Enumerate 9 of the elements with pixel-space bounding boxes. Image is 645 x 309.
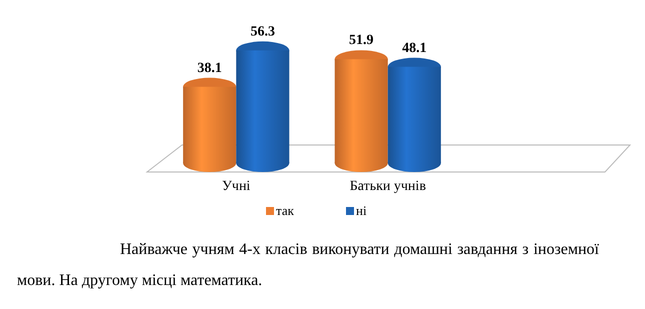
legend-label: ні bbox=[356, 203, 367, 218]
data-label: 48.1 bbox=[402, 40, 427, 56]
data-label: 51.9 bbox=[349, 33, 374, 48]
data-label: 38.1 bbox=[197, 60, 222, 76]
x-tick-label: Батьки учнів bbox=[350, 179, 426, 194]
x-tick-label: Учні bbox=[222, 179, 250, 194]
data-label: 56.3 bbox=[250, 24, 275, 40]
text: Найважче учням 4-х класів виконувати домашні завдання з іноземної мови. На другому місці математика. bbox=[17, 240, 599, 291]
legend-label: так bbox=[276, 203, 295, 218]
